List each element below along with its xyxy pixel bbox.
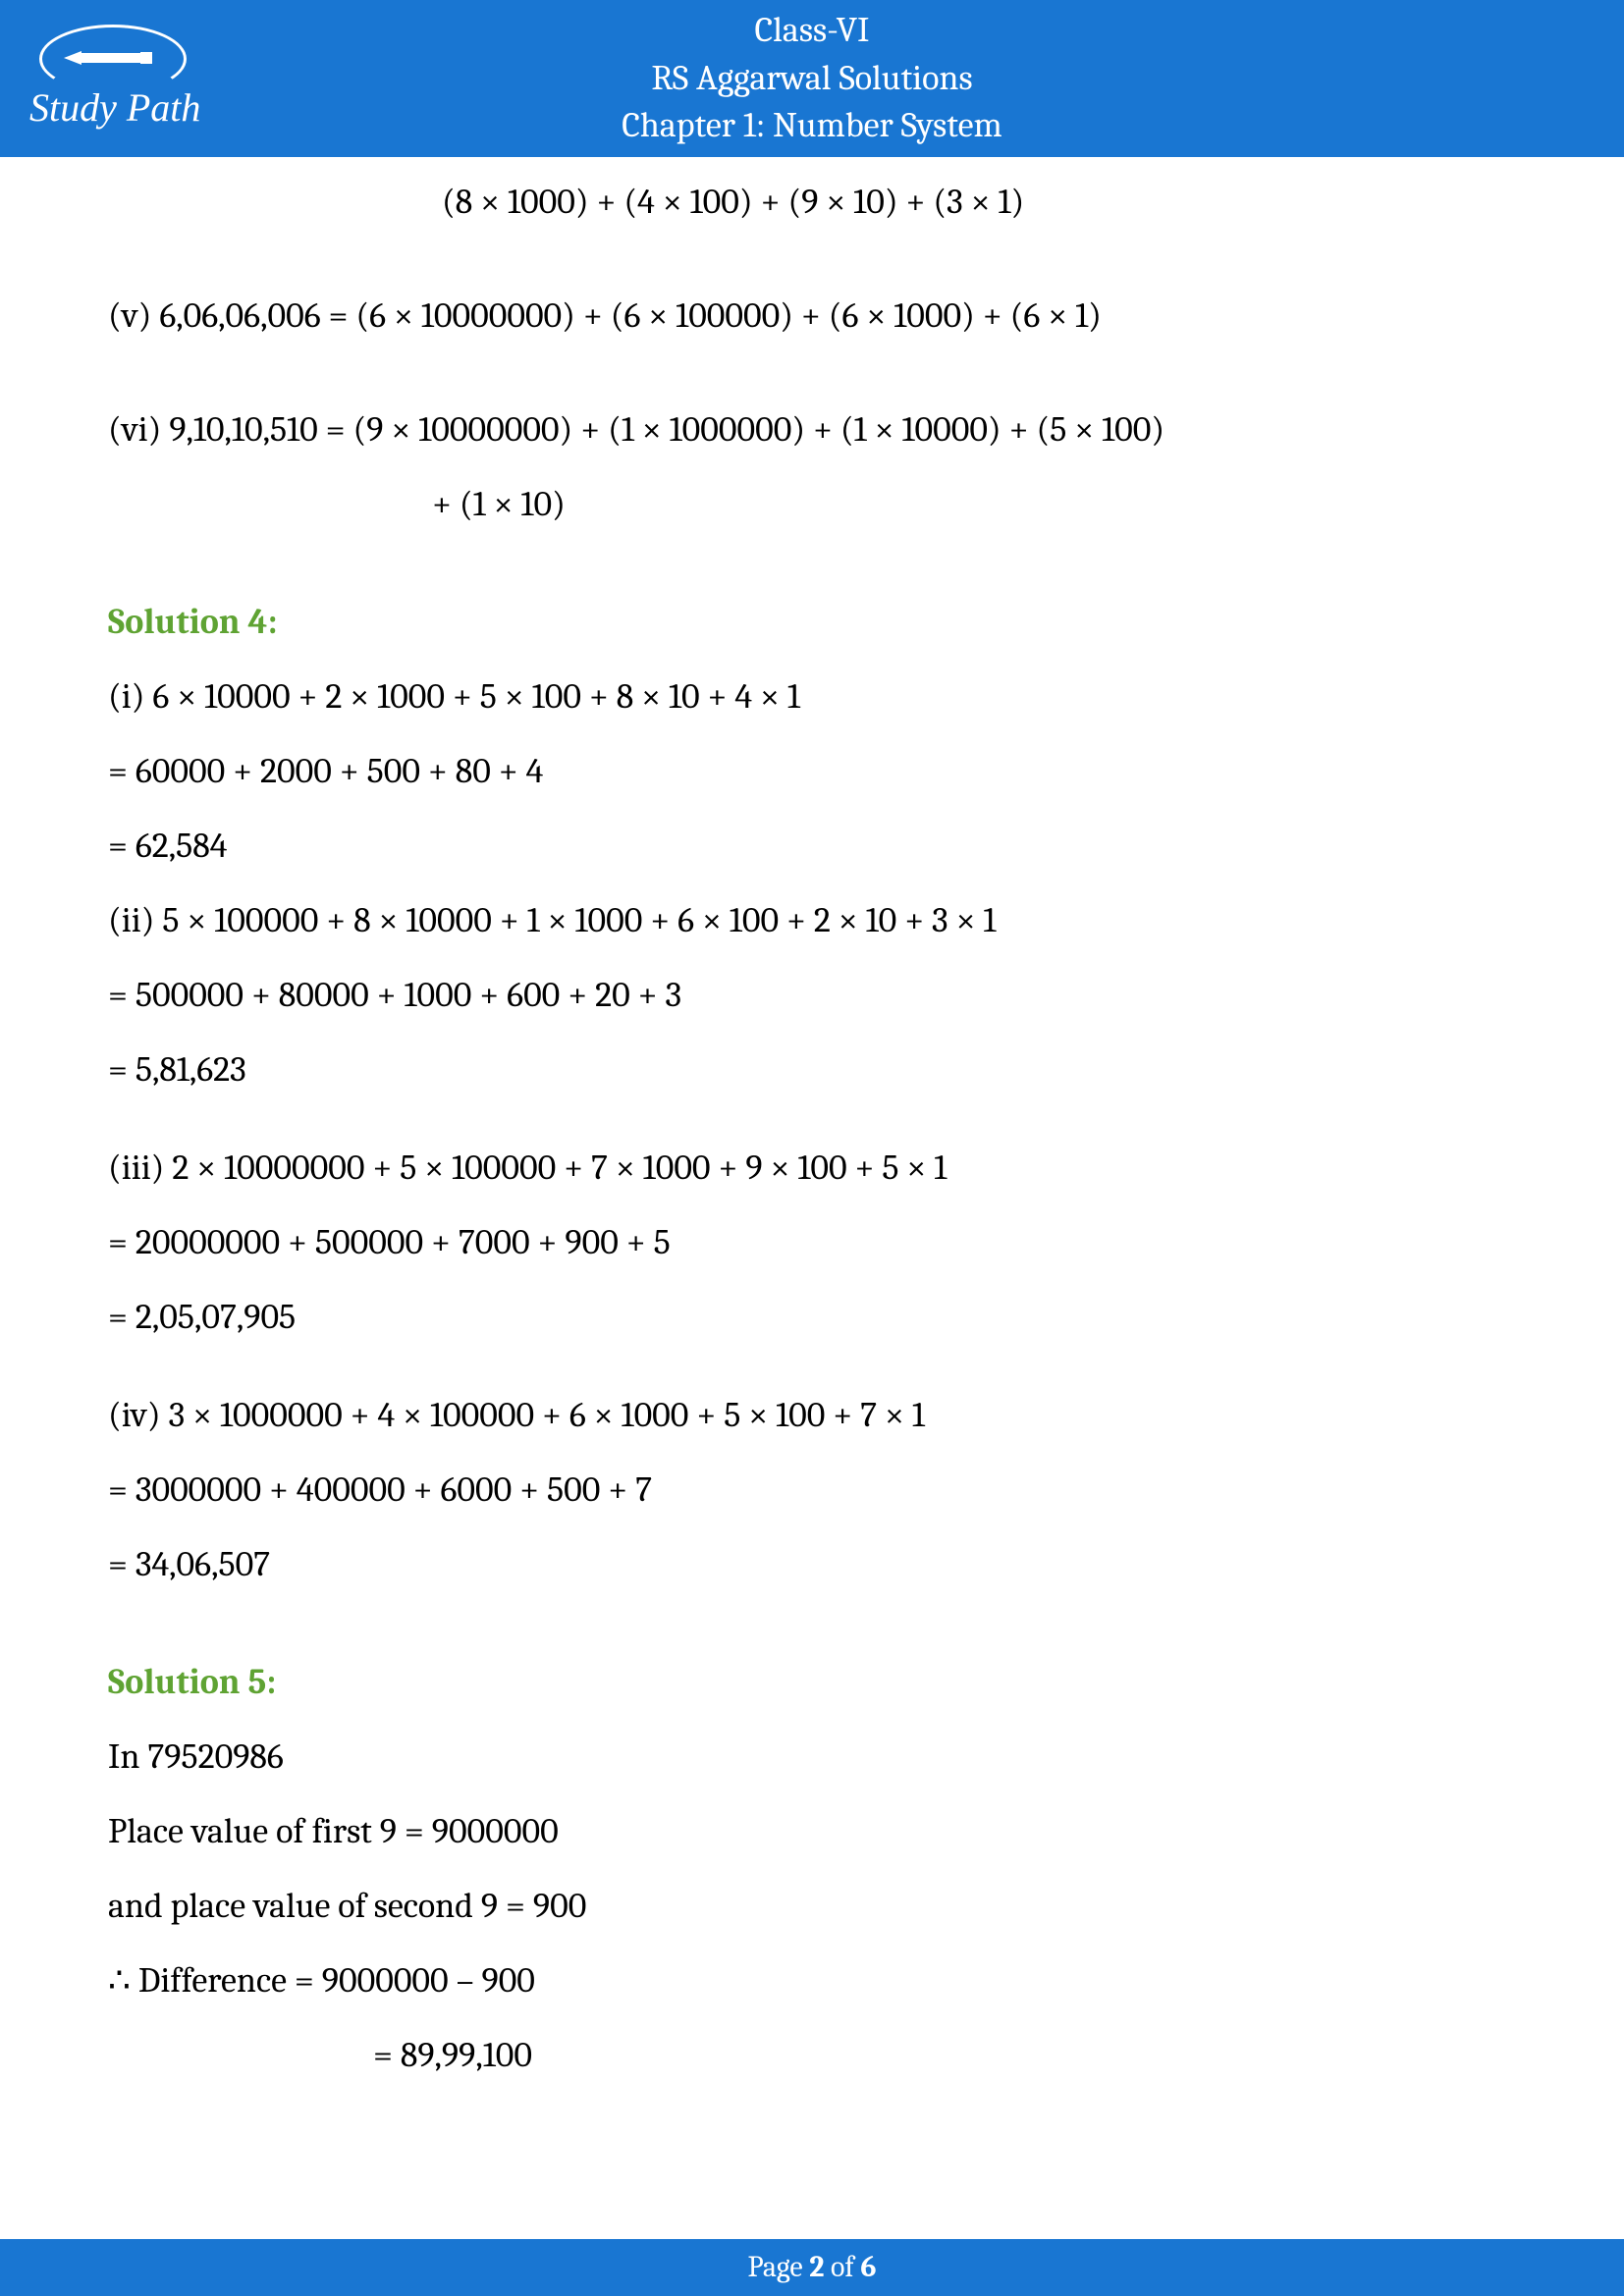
header-titles: Class-VI RS Aggarwal Solutions Chapter 1… [622,7,1002,150]
s4-ii-sum: = 500000 + 80000 + 1000 + 600 + 20 + 3 [108,960,1516,1031]
logo-text: Study Path [29,84,200,131]
page-footer: Page 2 of 6 [0,2239,1624,2296]
s4-iii-expr: (iii) 2 × 10000000 + 5 × 100000 + 7 × 10… [108,1133,1516,1203]
footer-total-pages: 6 [860,2250,876,2284]
s4-ii-ans: = 5,81,623 [108,1035,1516,1105]
footer-middle: of [824,2250,860,2284]
s4-iii-sum: = 20000000 + 500000 + 7000 + 900 + 5 [108,1207,1516,1278]
s4-i-expr: (i) 6 × 10000 + 2 × 1000 + 5 × 100 + 8 ×… [108,662,1516,732]
s4-iii-ans: = 2,05,07,905 [108,1282,1516,1353]
solution-5-heading: Solution 5: [108,1647,1516,1718]
s5-pv1: Place value of first 9 = 9000000 [108,1796,1516,1867]
page-header: Study Path Class-VI RS Aggarwal Solution… [0,0,1624,157]
s5-number: In 79520986 [108,1722,1516,1792]
s4-i-ans: = 62,584 [108,811,1516,881]
item-vi-line2: + (1 × 10) [108,469,1516,540]
logo: Study Path [29,20,226,137]
item-vi-line1: (vi) 9,10,10,510 = (9 × 10000000) + (1 ×… [108,395,1516,465]
footer-current-page: 2 [809,2250,824,2284]
header-class: Class-VI [622,7,1002,55]
expansion-continuation: (8 × 1000) + (4 × 100) + (9 × 10) + (3 ×… [108,167,1516,238]
s4-ii-expr: (ii) 5 × 100000 + 8 × 10000 + 1 × 1000 +… [108,885,1516,956]
solution-4-heading: Solution 4: [108,587,1516,658]
s5-pv2: and place value of second 9 = 900 [108,1871,1516,1942]
s4-i-sum: = 60000 + 2000 + 500 + 80 + 4 [108,736,1516,807]
footer-prefix: Page [747,2250,809,2284]
pen-icon [64,49,152,67]
s5-diff: ∴ Difference = 9000000 – 900 [108,1946,1516,2016]
s4-iv-expr: (iv) 3 × 1000000 + 4 × 100000 + 6 × 1000… [108,1380,1516,1451]
s4-iv-ans: = 34,06,507 [108,1529,1516,1600]
content-area: (8 × 1000) + (4 × 100) + (9 × 10) + (3 ×… [0,157,1624,2091]
header-book: RS Aggarwal Solutions [622,55,1002,103]
s4-iv-sum: = 3000000 + 400000 + 6000 + 500 + 7 [108,1455,1516,1525]
item-v: (v) 6,06,06,006 = (6 × 10000000) + (6 × … [108,281,1516,351]
header-chapter: Chapter 1: Number System [622,102,1002,150]
s5-ans: = 89,99,100 [108,2020,1516,2091]
